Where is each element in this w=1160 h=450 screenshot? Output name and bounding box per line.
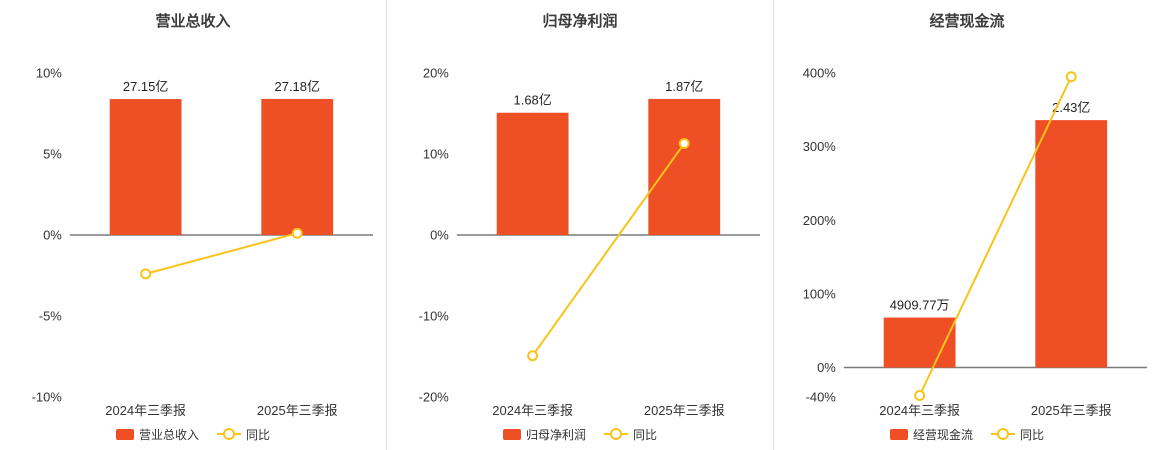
line-marker-icon [217,428,241,440]
bar [261,98,334,235]
y-tick-label: -10% [32,389,63,404]
bar-swatch-icon [889,428,908,440]
y-tick-label: 0% [817,360,836,375]
yoy-line [918,76,1073,396]
y-tick-label: -40% [806,389,837,404]
y-tick-label: 0% [430,227,449,242]
yoy-line-marker [678,137,690,149]
yoy-line-marker [291,227,303,239]
chart-title-revenue: 营业总收入 [155,13,231,30]
chart-panel-cash-flow: 经营现金流 400% 300% 200% 100% 0% -40% 4909.77万 2.43… [773,0,1160,450]
legend-label: 营业总收入 [138,427,199,442]
y-tick-label: 5% [43,146,62,161]
y-tick-label: -20% [419,389,450,404]
legend-label: 同比 [1020,427,1045,442]
revenue-chart: 10% 5% 0% -5% -10% 27.15亿 27.18亿 2024年三季报 2025年三… [32,65,374,418]
x-category-label: 2024年三季报 [879,403,960,418]
yoy-line [531,142,686,357]
y-tick-label: -5% [39,308,63,323]
legend-item-bar: 营业总收入 [115,426,199,443]
chart-legend-revenue: 营业总收入 同比 [0,425,386,443]
yoy-line-marker [914,390,926,402]
chart-panel-revenue: 营业总收入 10% 5% 0% -5% -10% 27.15亿 27.18亿 2024年三季报… [0,0,386,450]
yoy-line-marker [527,350,539,362]
legend-item-bar: 归母净利润 [502,426,586,443]
bar-value-label: 4909.77万 [890,298,950,313]
x-category-label: 2025年三季报 [1031,403,1112,418]
chart-title-net-profit: 归母净利润 [542,13,618,30]
bar [648,98,721,235]
line-marker-icon [991,428,1015,440]
y-tick-label: -10% [419,308,450,323]
bar-value-label: 27.18亿 [275,79,320,94]
bar [883,317,956,368]
yoy-line [145,232,298,275]
net-profit-chart: 20% 10% 0% -10% -20% 1.68亿 1.87亿 2024年三季报 2025年三… [419,65,761,418]
yoy-line-marker [140,268,152,280]
legend-item-line: 同比 [604,426,657,443]
chart-legend-cash-flow: 经营现金流 同比 [774,425,1160,443]
x-category-label: 2024年三季报 [492,403,573,418]
legend-item-line: 同比 [217,426,270,443]
bar [109,99,182,236]
x-category-label: 2024年三季报 [105,403,186,418]
y-tick-label: 0% [43,227,62,242]
x-category-label: 2025年三季报 [644,403,725,418]
bar-value-label: 2.43亿 [1052,100,1090,115]
y-tick-label: 200% [803,213,837,228]
legend-label: 经营现金流 [912,427,973,442]
y-tick-label: 10% [36,65,62,80]
y-tick-label: 100% [803,286,837,301]
line-marker-icon [604,428,628,440]
bar-swatch-icon [115,428,134,440]
y-tick-label: 10% [423,146,449,161]
y-tick-label: 300% [803,139,837,154]
bar [496,112,569,235]
chart-title-cash-flow: 经营现金流 [929,13,1005,30]
yoy-line-marker [1065,71,1077,83]
bar-swatch-icon [502,428,521,440]
legend-label: 同比 [633,427,658,442]
x-category-label: 2025年三季报 [257,403,338,418]
bar [1035,120,1108,368]
legend-item-line: 同比 [991,426,1044,443]
legend-label: 归母净利润 [525,427,586,442]
chart-panel-net-profit: 归母净利润 20% 10% 0% -10% -20% 1.68亿 1.87亿 2024年三季报… [386,0,773,450]
y-tick-label: 20% [423,65,449,80]
bar-value-label: 1.68亿 [514,93,552,108]
chart-legend-net-profit: 归母净利润 同比 [387,425,773,443]
y-tick-label: 400% [803,65,837,80]
cash-flow-chart: 400% 300% 200% 100% 0% -40% 4909.77万 2.43亿 2024年… [803,65,1148,418]
legend-item-bar: 经营现金流 [889,426,973,443]
bar-value-label: 27.15亿 [123,79,168,94]
bar-value-label: 1.87亿 [665,79,703,94]
legend-label: 同比 [246,427,271,442]
